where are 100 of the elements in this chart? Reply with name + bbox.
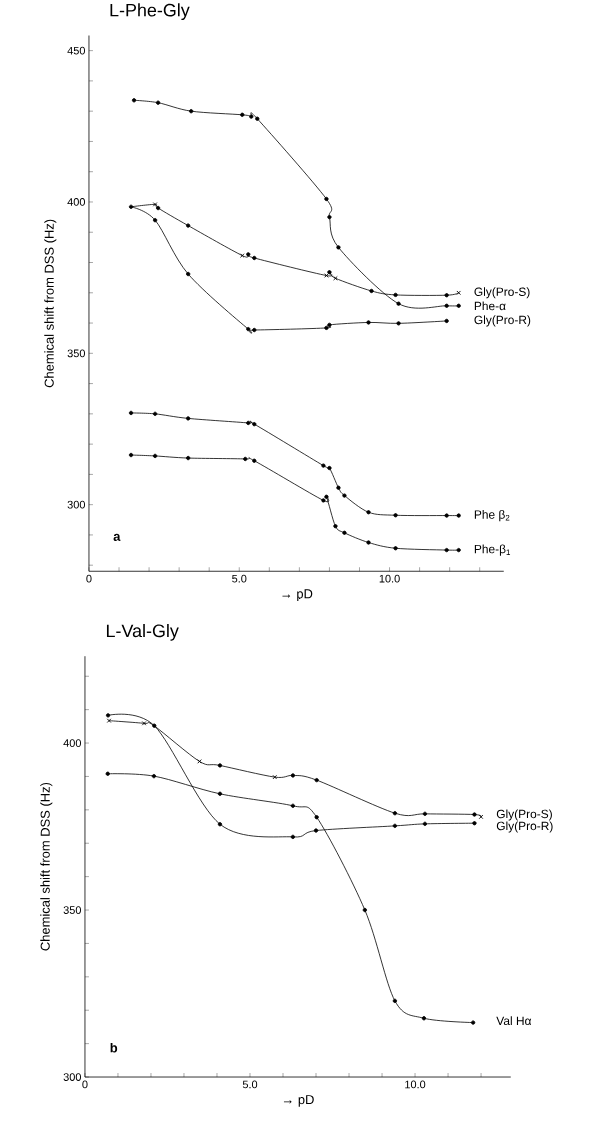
point bbox=[290, 773, 296, 778]
point bbox=[333, 524, 338, 529]
point bbox=[324, 325, 329, 331]
x-tick-label: 10.0 bbox=[379, 574, 400, 583]
point bbox=[156, 100, 161, 105]
text: Gly(Pro-R) bbox=[474, 315, 531, 327]
point bbox=[444, 293, 449, 298]
point bbox=[324, 494, 329, 499]
series-label: Phe β$_{2}$ bbox=[475, 510, 510, 522]
point bbox=[186, 271, 191, 277]
point bbox=[456, 547, 461, 553]
point bbox=[152, 723, 157, 728]
point bbox=[321, 463, 326, 468]
y-tick-label: 350 bbox=[67, 349, 86, 358]
y-axis-title: Chemical shift from DSS (Hz) bbox=[44, 219, 57, 388]
x-axis-title: → pD bbox=[284, 1095, 314, 1107]
point bbox=[246, 252, 251, 257]
point bbox=[366, 540, 371, 545]
point bbox=[369, 288, 374, 294]
point bbox=[249, 114, 254, 119]
point bbox=[321, 498, 326, 503]
y-axis-title: Chemical shift from DSS (Hz) bbox=[40, 782, 53, 951]
y-tick-label: 300 bbox=[67, 500, 86, 509]
point bbox=[396, 301, 401, 306]
point bbox=[336, 245, 341, 250]
point bbox=[105, 771, 111, 776]
point bbox=[189, 109, 194, 114]
point bbox=[246, 420, 251, 426]
point bbox=[444, 547, 449, 553]
point bbox=[444, 513, 449, 518]
point bbox=[272, 774, 278, 780]
x-tick-label: 5.0 bbox=[232, 574, 247, 583]
point bbox=[186, 416, 191, 421]
point bbox=[129, 410, 134, 416]
point bbox=[456, 513, 461, 518]
point bbox=[342, 530, 347, 535]
point bbox=[327, 322, 332, 328]
point bbox=[314, 777, 319, 783]
point bbox=[129, 452, 134, 458]
chart-title: L-Val-Gly bbox=[107, 624, 179, 641]
point bbox=[327, 214, 332, 220]
point bbox=[156, 205, 161, 211]
annotation: b bbox=[110, 1042, 118, 1053]
series-label: Val Hα bbox=[496, 1016, 532, 1026]
point bbox=[186, 223, 191, 228]
point bbox=[366, 510, 371, 515]
point bbox=[362, 907, 368, 913]
point bbox=[152, 202, 158, 207]
point bbox=[456, 303, 461, 308]
point bbox=[153, 411, 158, 416]
y-tick-label: 350 bbox=[63, 906, 82, 914]
point bbox=[422, 811, 428, 816]
annotation: a bbox=[113, 533, 121, 541]
x-tick-label: 10.0 bbox=[405, 1080, 426, 1089]
y-tick-label: 400 bbox=[67, 198, 86, 206]
point bbox=[243, 456, 248, 462]
point bbox=[290, 834, 296, 840]
point bbox=[153, 453, 158, 459]
point bbox=[129, 204, 134, 209]
point bbox=[240, 112, 245, 117]
point bbox=[153, 218, 158, 223]
point bbox=[472, 812, 477, 817]
point bbox=[327, 465, 332, 471]
point bbox=[324, 196, 329, 202]
point bbox=[444, 303, 449, 308]
chart-title: L-Phe-Gly bbox=[110, 3, 190, 21]
point bbox=[141, 721, 147, 726]
y-tick-label: 300 bbox=[63, 1073, 82, 1081]
point bbox=[252, 327, 257, 333]
series-label: Gly(Pro-R) bbox=[496, 821, 553, 833]
point bbox=[217, 822, 223, 827]
series-label: Phe-β$_{1}$ bbox=[475, 544, 511, 556]
point bbox=[240, 253, 245, 258]
point bbox=[217, 791, 223, 796]
point bbox=[314, 828, 319, 833]
point bbox=[132, 98, 137, 103]
point bbox=[106, 713, 111, 718]
point bbox=[252, 255, 257, 261]
point bbox=[444, 318, 449, 324]
point bbox=[217, 763, 223, 768]
point bbox=[186, 455, 191, 461]
point bbox=[255, 116, 260, 121]
x-axis-title: → pD bbox=[282, 589, 313, 601]
point bbox=[342, 493, 347, 498]
point bbox=[393, 546, 398, 551]
series-label: Gly(Pro-S) bbox=[496, 809, 553, 821]
point bbox=[366, 320, 371, 325]
point bbox=[392, 823, 398, 829]
point bbox=[314, 815, 319, 820]
x-tick-label: 5.0 bbox=[242, 1080, 258, 1089]
point bbox=[392, 811, 398, 816]
series-label: Phe-α bbox=[475, 301, 506, 311]
point bbox=[336, 485, 341, 490]
point bbox=[246, 326, 251, 332]
point bbox=[333, 275, 338, 281]
x-tick-label: 0 bbox=[82, 1080, 88, 1089]
point bbox=[396, 321, 401, 326]
point bbox=[421, 1016, 427, 1021]
x-tick-label: 0 bbox=[86, 574, 92, 583]
point bbox=[290, 803, 296, 808]
